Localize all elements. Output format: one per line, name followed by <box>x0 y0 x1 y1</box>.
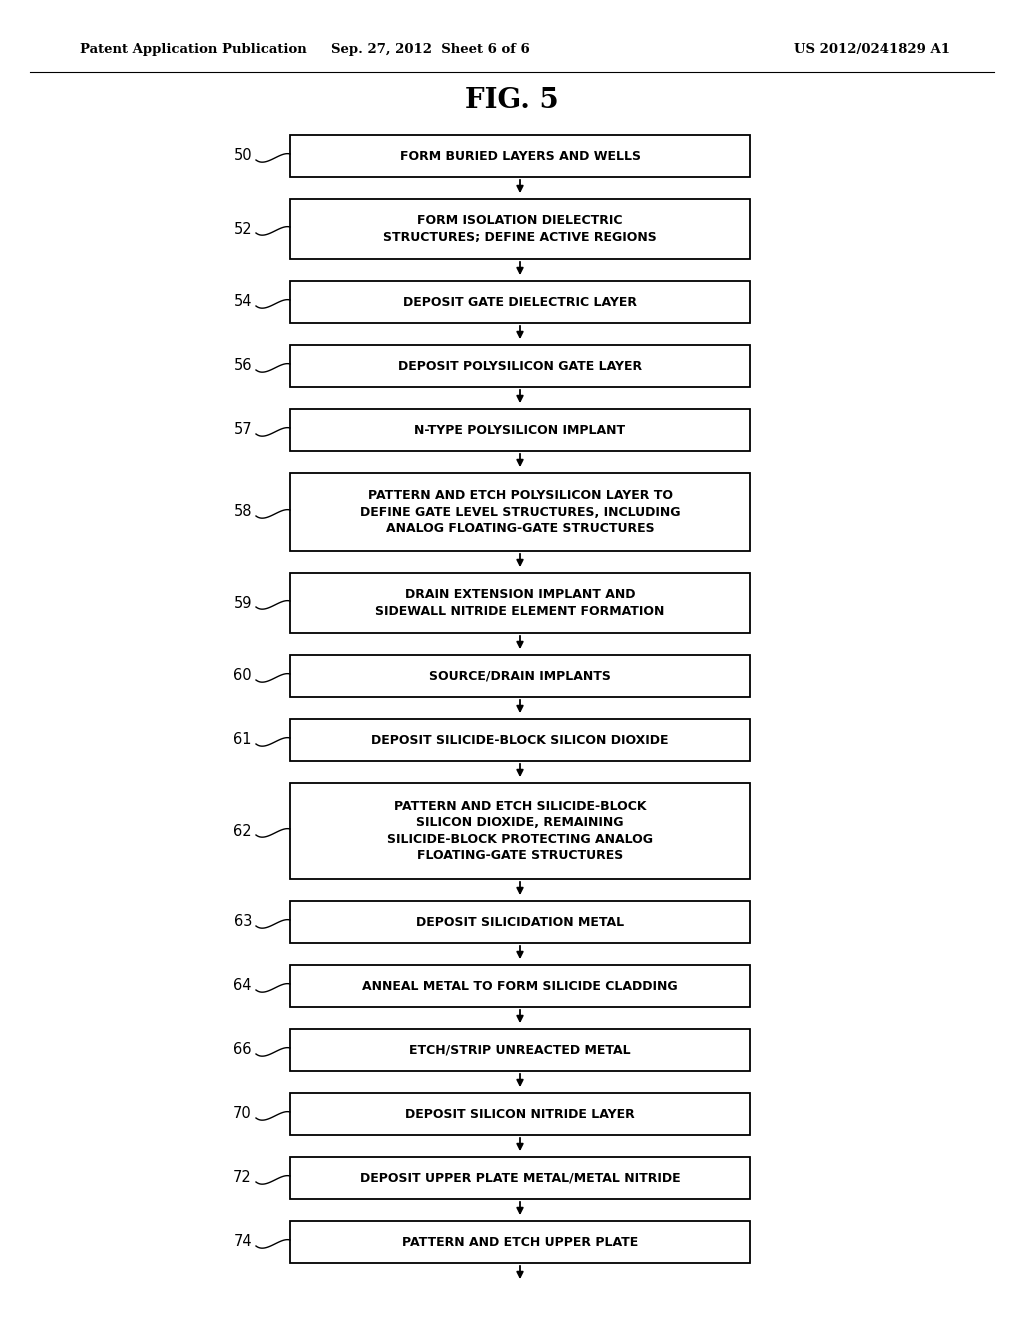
Text: DEPOSIT SILICIDATION METAL: DEPOSIT SILICIDATION METAL <box>416 916 624 928</box>
Bar <box>290 473 750 550</box>
Text: 64: 64 <box>233 978 252 994</box>
Text: 50: 50 <box>233 149 252 164</box>
Text: SOURCE/DRAIN IMPLANTS: SOURCE/DRAIN IMPLANTS <box>429 669 611 682</box>
Text: 70: 70 <box>233 1106 252 1122</box>
Text: 54: 54 <box>233 294 252 309</box>
Text: 74: 74 <box>233 1234 252 1250</box>
Bar <box>290 1158 750 1199</box>
Text: ANNEAL METAL TO FORM SILICIDE CLADDING: ANNEAL METAL TO FORM SILICIDE CLADDING <box>362 979 678 993</box>
Bar <box>290 719 750 762</box>
Text: ETCH/STRIP UNREACTED METAL: ETCH/STRIP UNREACTED METAL <box>410 1044 631 1056</box>
Text: DEPOSIT GATE DIELECTRIC LAYER: DEPOSIT GATE DIELECTRIC LAYER <box>403 296 637 309</box>
Text: 63: 63 <box>233 915 252 929</box>
Bar <box>290 1030 750 1071</box>
Text: 57: 57 <box>233 422 252 437</box>
Text: DRAIN EXTENSION IMPLANT AND
SIDEWALL NITRIDE ELEMENT FORMATION: DRAIN EXTENSION IMPLANT AND SIDEWALL NIT… <box>376 589 665 618</box>
Bar <box>290 345 750 387</box>
Text: PATTERN AND ETCH UPPER PLATE: PATTERN AND ETCH UPPER PLATE <box>401 1236 638 1249</box>
Bar <box>290 1221 750 1263</box>
Text: 58: 58 <box>233 504 252 520</box>
Bar <box>290 199 750 259</box>
Text: FORM BURIED LAYERS AND WELLS: FORM BURIED LAYERS AND WELLS <box>399 149 640 162</box>
Text: FORM ISOLATION DIELECTRIC
STRUCTURES; DEFINE ACTIVE REGIONS: FORM ISOLATION DIELECTRIC STRUCTURES; DE… <box>383 214 656 244</box>
Text: US 2012/0241829 A1: US 2012/0241829 A1 <box>794 44 950 57</box>
Bar <box>290 783 750 879</box>
Text: DEPOSIT SILICON NITRIDE LAYER: DEPOSIT SILICON NITRIDE LAYER <box>406 1107 635 1121</box>
Text: PATTERN AND ETCH POLYSILICON LAYER TO
DEFINE GATE LEVEL STRUCTURES, INCLUDING
AN: PATTERN AND ETCH POLYSILICON LAYER TO DE… <box>359 488 680 535</box>
Text: 52: 52 <box>233 222 252 236</box>
Text: 72: 72 <box>233 1171 252 1185</box>
Bar <box>290 409 750 451</box>
Text: N-TYPE POLYSILICON IMPLANT: N-TYPE POLYSILICON IMPLANT <box>415 424 626 437</box>
Text: FIG. 5: FIG. 5 <box>465 87 559 114</box>
Bar <box>290 573 750 634</box>
Bar <box>290 655 750 697</box>
Text: PATTERN AND ETCH SILICIDE-BLOCK
SILICON DIOXIDE, REMAINING
SILICIDE-BLOCK PROTEC: PATTERN AND ETCH SILICIDE-BLOCK SILICON … <box>387 800 653 862</box>
Text: Patent Application Publication: Patent Application Publication <box>80 44 307 57</box>
Text: 56: 56 <box>233 359 252 374</box>
Bar <box>290 902 750 942</box>
Text: 61: 61 <box>233 733 252 747</box>
Text: 60: 60 <box>233 668 252 684</box>
Text: DEPOSIT POLYSILICON GATE LAYER: DEPOSIT POLYSILICON GATE LAYER <box>398 359 642 372</box>
Text: 66: 66 <box>233 1043 252 1057</box>
Text: Sep. 27, 2012  Sheet 6 of 6: Sep. 27, 2012 Sheet 6 of 6 <box>331 44 529 57</box>
Bar <box>290 281 750 323</box>
Text: 59: 59 <box>233 595 252 610</box>
Bar <box>290 135 750 177</box>
Text: 62: 62 <box>233 824 252 838</box>
Text: DEPOSIT UPPER PLATE METAL/METAL NITRIDE: DEPOSIT UPPER PLATE METAL/METAL NITRIDE <box>359 1172 680 1184</box>
Bar <box>290 965 750 1007</box>
Text: DEPOSIT SILICIDE-BLOCK SILICON DIOXIDE: DEPOSIT SILICIDE-BLOCK SILICON DIOXIDE <box>372 734 669 747</box>
Bar <box>290 1093 750 1135</box>
